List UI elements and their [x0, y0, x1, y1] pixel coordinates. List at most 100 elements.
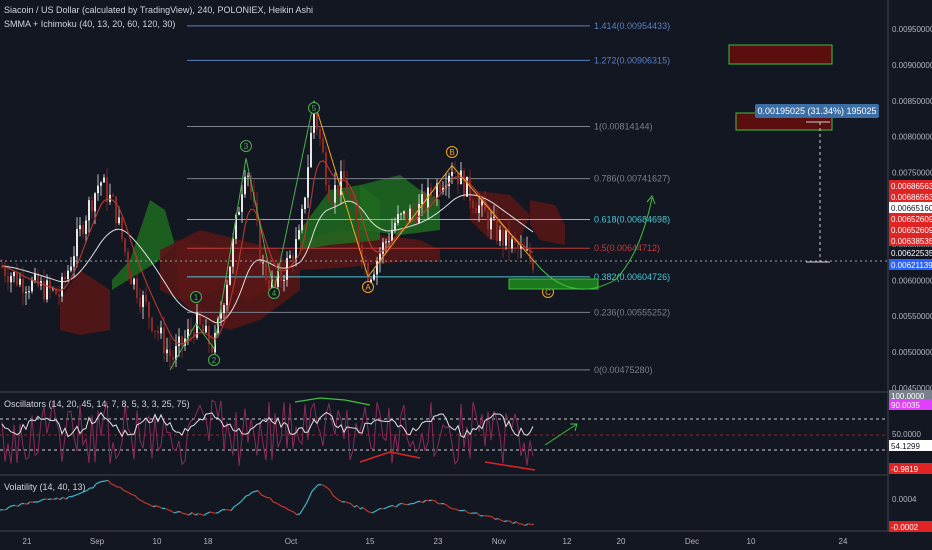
candle-body [70, 266, 72, 271]
volatility-line-segment [299, 508, 304, 515]
candle-body [478, 205, 480, 213]
volatility-line-segment [275, 502, 280, 506]
candle-body [106, 177, 108, 202]
candle-body [358, 221, 360, 246]
candle-body [433, 195, 435, 198]
volatility-line-segment [443, 503, 448, 506]
volatility-line-segment [449, 507, 454, 510]
candle-body [355, 202, 357, 222]
volatility-line-segment [329, 490, 334, 496]
candle-body [343, 171, 345, 179]
candle-body [139, 298, 141, 308]
candle-body [55, 288, 57, 295]
volatility-line-segment [206, 511, 211, 514]
candle-body [439, 183, 441, 192]
time-axis-tick: Dec [685, 537, 699, 546]
candle-body [352, 197, 354, 203]
candle-body [346, 178, 348, 193]
volatility-line-segment [122, 489, 127, 493]
arrow-head [646, 195, 656, 205]
candle-body [199, 312, 201, 325]
candle-body [316, 108, 318, 129]
volatility-line-segment [320, 483, 325, 487]
candle-body [385, 241, 387, 243]
candle-body [454, 171, 456, 173]
candle-body [94, 193, 96, 212]
candle-body [202, 324, 204, 333]
volatility-line-segment [128, 492, 133, 496]
volatility-line-segment [185, 513, 190, 516]
oscillators-label[interactable]: Oscillators (14, 20, 45, 14, 7, 8, 5, 3,… [4, 399, 190, 409]
indicator-label[interactable]: SMMA + Ichimoku (40, 13, 20, 60, 120, 30… [4, 19, 176, 29]
volatility-line-segment [215, 511, 220, 514]
candle-body [133, 278, 135, 285]
osc-value-tag: 90.0035 [891, 401, 920, 410]
volatility-line-segment [179, 511, 184, 515]
volatility-line-segment [152, 505, 157, 508]
volatility-line-segment [494, 518, 499, 520]
osc-axis-tick: 50.0000 [892, 430, 921, 439]
volatility-line-segment [296, 513, 301, 516]
candle-body [490, 217, 492, 230]
vol-value-tag: -0.0002 [891, 523, 919, 532]
volatility-line-segment [104, 479, 109, 482]
volatility-label[interactable]: Volatility (14, 40, 13) [4, 482, 86, 492]
candle-body [373, 274, 375, 280]
candle-body [274, 279, 276, 287]
candle-body [325, 152, 327, 186]
candle-body [124, 238, 126, 252]
candle-body [160, 327, 162, 334]
candle-body [178, 336, 180, 347]
volatility-line-segment [23, 502, 28, 505]
price-tag-bg [889, 224, 932, 235]
volatility-line-segment [314, 484, 319, 489]
volatility-line-segment [464, 509, 469, 514]
volatility-line-segment [503, 520, 508, 523]
candle-body [82, 225, 84, 234]
volatility-line-segment [491, 516, 496, 520]
candle-body [499, 229, 501, 242]
candle-body [67, 270, 69, 279]
candle-body [523, 246, 525, 250]
candle-body [322, 138, 324, 153]
wave-label-5: 5 [312, 104, 317, 113]
volatility-line-segment [77, 492, 82, 495]
fib-level-label: 0.618(0.00684698) [594, 214, 670, 224]
candle-body [427, 187, 429, 209]
candle-body [466, 176, 468, 197]
candle-body [283, 279, 285, 281]
price-axis-tick: 0.00600000 [892, 276, 932, 285]
volatility-line-segment [245, 494, 250, 497]
volatility-line-segment [38, 499, 43, 503]
volatility-line-segment [419, 500, 424, 503]
vol-value-tag-bg [889, 521, 932, 532]
candle-body [292, 255, 294, 261]
volatility-line-segment [164, 507, 169, 511]
candle-body [115, 196, 117, 224]
volatility-line-segment [323, 485, 328, 489]
volatility-line-segment [272, 501, 277, 504]
candle-body [505, 230, 507, 246]
measure-tooltip-box [755, 104, 879, 118]
price-tag-bg [889, 202, 932, 213]
time-axis-tick: 21 [23, 537, 32, 546]
candle-body [517, 242, 519, 249]
candle-body [121, 217, 123, 239]
time-axis-tick: 18 [204, 537, 213, 546]
time-axis-tick: 12 [563, 537, 572, 546]
time-axis-tick: 20 [617, 537, 626, 546]
candle-body [193, 332, 195, 338]
target-zone-green [508, 278, 599, 290]
price-tag-bg [889, 235, 932, 246]
candle-body [4, 267, 6, 276]
candle-body [484, 200, 486, 212]
volatility-line-segment [500, 519, 505, 523]
candle-body [265, 262, 267, 280]
candle-body [175, 346, 177, 360]
candle-body [328, 185, 330, 202]
osc-arrow-head [570, 423, 578, 432]
candle-body [295, 239, 297, 261]
candle-body [277, 271, 279, 287]
price-tag-label: 0.00686563 [891, 182, 932, 191]
